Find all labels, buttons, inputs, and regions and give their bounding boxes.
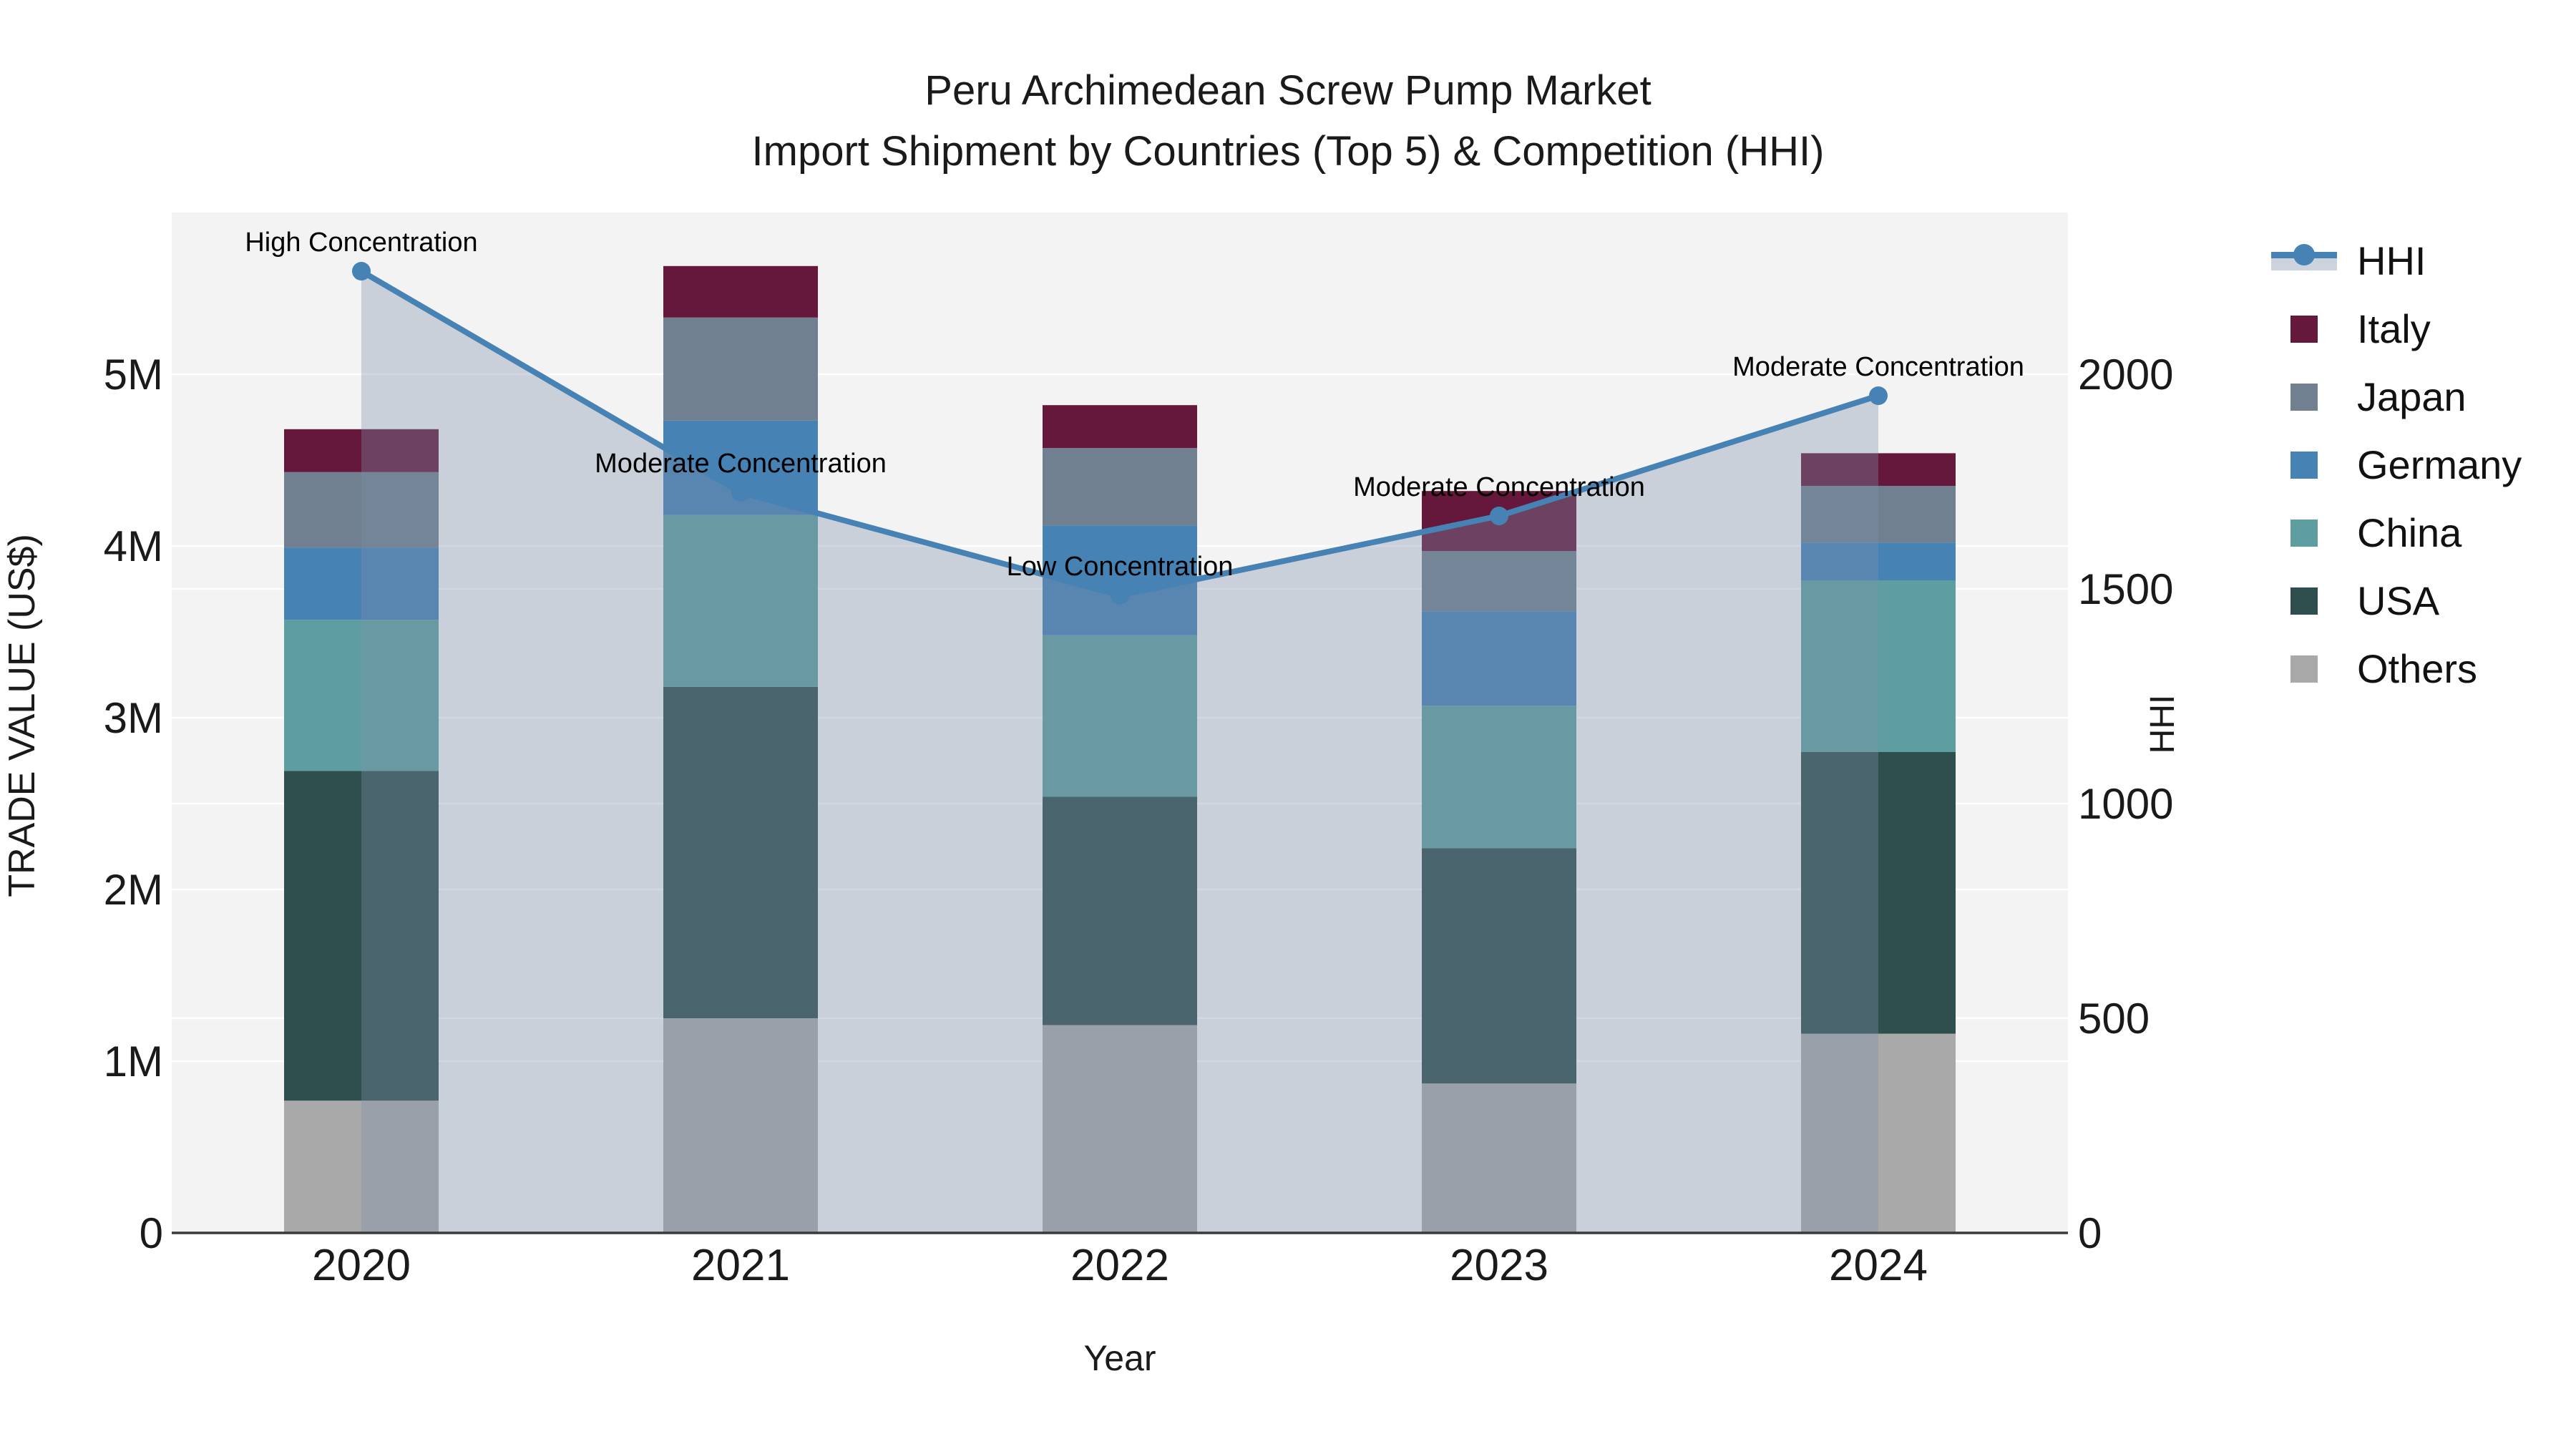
legend-hhi-line-icon — [2271, 243, 2337, 270]
bar-segment-italy-2022 — [1043, 405, 1197, 449]
y-left-axis-title: TRADE VALUE (US$) — [1, 534, 43, 897]
x-tick-2020: 2020 — [312, 1241, 411, 1290]
hhi-marker-2020 — [352, 262, 371, 280]
legend-label-hhi: HHI — [2357, 238, 2426, 283]
legend-label-italy: Italy — [2357, 306, 2431, 351]
bar-segment-germany-2023 — [1422, 611, 1576, 706]
bar-segment-usa-2020 — [284, 771, 439, 1101]
x-axis-title: Year — [1083, 1338, 1156, 1378]
x-tick-2023: 2023 — [1450, 1241, 1548, 1290]
legend-item-italy: Italy — [2271, 295, 2522, 363]
bar-segment-china-2021 — [663, 514, 818, 687]
bar-segment-china-2020 — [284, 620, 439, 771]
bar-segment-china-2022 — [1043, 635, 1197, 797]
annotation-label-2024: Moderate Concentration — [1732, 352, 2024, 382]
bar-segment-usa-2021 — [663, 686, 818, 1018]
bar-segment-others-2022 — [1043, 1025, 1197, 1233]
y-left-tick-4M: 4M — [104, 522, 163, 570]
y-left-tick-3M: 3M — [104, 694, 163, 742]
y-right-tick-1000: 1000 — [2078, 780, 2173, 828]
bar-segment-japan-2024 — [1801, 486, 1956, 543]
bar-segment-japan-2021 — [663, 317, 818, 421]
legend-swatch-japan — [2290, 383, 2318, 411]
y-right-axis-title: HHI — [2144, 695, 2182, 754]
legend-item-germany: Germany — [2271, 431, 2522, 499]
chart-title-line1: Peru Archimedean Screw Pump Market — [924, 67, 1652, 114]
hhi-marker-2024 — [1869, 386, 1888, 405]
bar-segment-italy-2020 — [284, 429, 439, 472]
bar-segment-japan-2022 — [1043, 448, 1197, 526]
x-tick-2024: 2024 — [1829, 1241, 1928, 1290]
annotation-label-2023: Moderate Concentration — [1353, 472, 1645, 502]
legend-swatch-germany — [2290, 451, 2318, 479]
legend-item-usa: USA — [2271, 567, 2522, 635]
annotation-label-2020: High Concentration — [245, 228, 477, 258]
annotation-label-2021: Moderate Concentration — [595, 449, 887, 479]
legend-item-hhi: HHI — [2271, 227, 2522, 295]
y-right-tick-500: 500 — [2078, 995, 2150, 1043]
bar-segment-others-2020 — [284, 1101, 439, 1233]
y-right-tick-2000: 2000 — [2078, 351, 2173, 399]
hhi-marker-2023 — [1490, 507, 1508, 525]
legend-swatch-others — [2290, 655, 2318, 683]
bar-segment-others-2021 — [663, 1018, 818, 1233]
bar-segment-usa-2024 — [1801, 752, 1956, 1034]
y-left-tick-1M: 1M — [104, 1038, 163, 1085]
bar-segment-italy-2024 — [1801, 453, 1956, 486]
legend-label-germany: Germany — [2357, 442, 2522, 487]
legend-swatch-usa — [2290, 587, 2318, 615]
chart-title-line2: Import Shipment by Countries (Top 5) & C… — [751, 128, 1825, 175]
bar-segment-others-2023 — [1422, 1083, 1576, 1233]
bar-segment-usa-2022 — [1043, 796, 1197, 1025]
hhi-marker-2021 — [731, 483, 750, 502]
bar-segment-germany-2020 — [284, 547, 439, 620]
legend-label-usa: USA — [2357, 578, 2440, 623]
legend-item-japan: Japan — [2271, 363, 2522, 431]
legend-label-china: China — [2357, 510, 2462, 555]
y-right-tick-1500: 1500 — [2078, 565, 2173, 613]
y-left-tick-0: 0 — [140, 1209, 163, 1257]
legend-item-others: Others — [2271, 635, 2522, 703]
legend-swatch-italy — [2290, 315, 2318, 343]
legend-label-japan: Japan — [2357, 374, 2467, 419]
bar-segment-china-2023 — [1422, 706, 1576, 849]
legend-label-others: Others — [2357, 646, 2478, 691]
y-left-tick-5M: 5M — [104, 351, 163, 399]
legend: HHI Italy Japan Germany China USA Others — [2271, 227, 2522, 703]
x-tick-2021: 2021 — [691, 1241, 790, 1290]
legend-item-china: China — [2271, 499, 2522, 567]
y-right-tick-0: 0 — [2078, 1209, 2102, 1257]
hhi-area-fill — [361, 271, 1878, 1233]
bar-segment-germany-2024 — [1801, 542, 1956, 580]
annotation-label-2022: Low Concentration — [1007, 552, 1234, 582]
x-tick-2022: 2022 — [1070, 1241, 1169, 1290]
bar-segment-italy-2021 — [663, 265, 818, 318]
bar-segment-japan-2023 — [1422, 551, 1576, 612]
bar-segment-china-2024 — [1801, 580, 1956, 752]
y-left-tick-2M: 2M — [104, 866, 163, 914]
bar-segment-japan-2020 — [284, 472, 439, 548]
bar-segment-usa-2023 — [1422, 848, 1576, 1084]
legend-swatch-china — [2290, 519, 2318, 547]
hhi-marker-2022 — [1111, 586, 1129, 605]
bar-segment-others-2024 — [1801, 1033, 1956, 1233]
